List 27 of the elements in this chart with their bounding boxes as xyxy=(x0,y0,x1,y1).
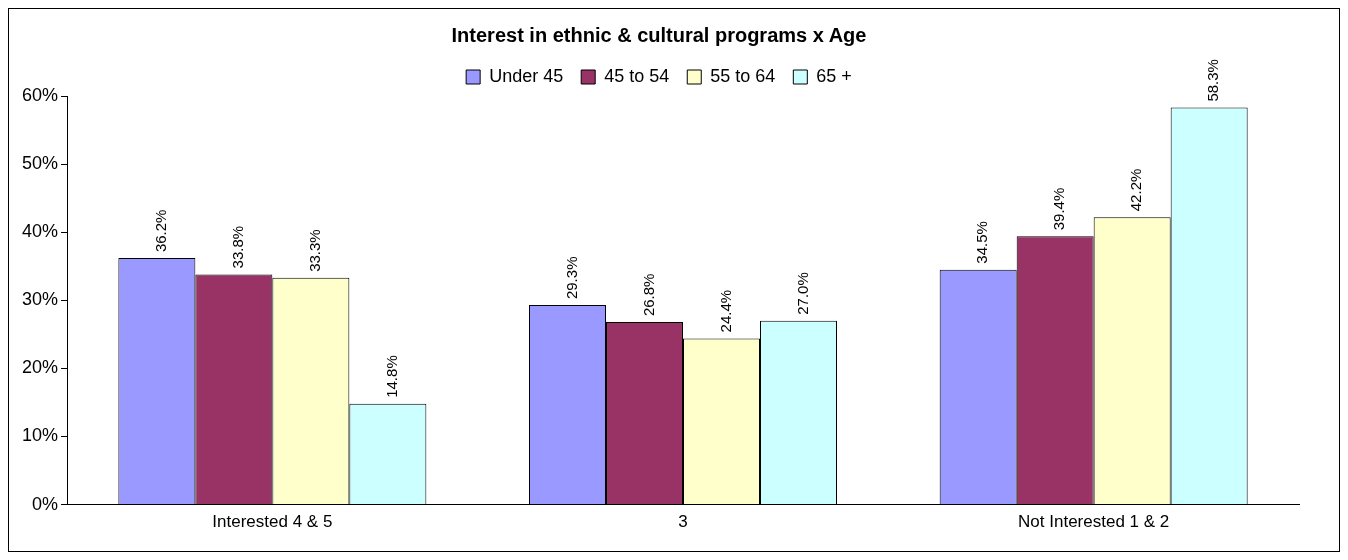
data-label: 33.8% xyxy=(229,225,246,269)
data-label: 36.2% xyxy=(152,209,169,253)
data-label: 26.8% xyxy=(639,273,657,317)
data-label: 14.8% xyxy=(382,355,400,398)
data-label: 33.3% xyxy=(306,229,323,272)
y-tick-label: 50% xyxy=(22,153,59,174)
legend-label: Under 45 xyxy=(489,65,564,86)
legend-label: 45 to 54 xyxy=(604,65,670,86)
y-tick-label: 0% xyxy=(32,493,59,514)
y-tick-label: 20% xyxy=(22,357,59,378)
chart-title: Interest in ethnic & cultural programs x Age xyxy=(451,23,867,46)
y-tick-label: 60% xyxy=(22,84,59,105)
y-tick-label: 30% xyxy=(22,289,59,310)
y-tick-label: 40% xyxy=(22,221,59,242)
x-tick-label: Interested 4 & 5 xyxy=(212,512,333,532)
x-tick-label: 3 xyxy=(678,512,688,532)
data-label: 58.3% xyxy=(1204,59,1222,102)
data-label: 24.4% xyxy=(716,289,734,333)
data-label: 34.5% xyxy=(973,221,991,264)
data-label: 27.0% xyxy=(793,272,811,315)
x-tick-label: Not Interested 1 & 2 xyxy=(1018,512,1170,532)
data-label: 39.4% xyxy=(1050,187,1068,231)
data-label: 29.3% xyxy=(562,256,580,300)
legend-label: 55 to 64 xyxy=(710,65,776,86)
legend-label: 65 + xyxy=(816,65,852,86)
data-label: 42.2% xyxy=(1127,168,1145,212)
y-tick-label: 10% xyxy=(22,425,59,446)
